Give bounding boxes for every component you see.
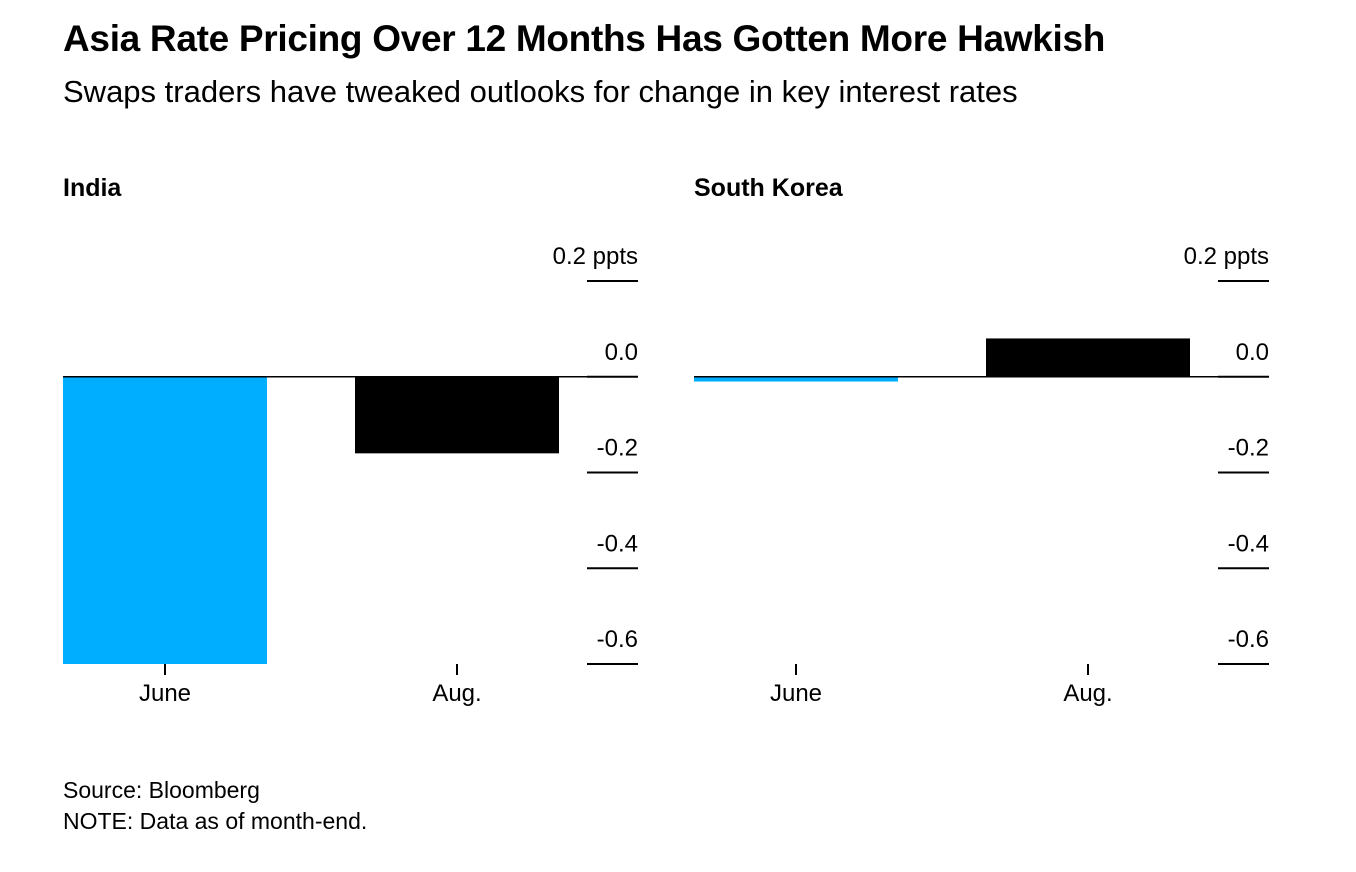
south-korea-ytick-label: -0.2	[1228, 435, 1269, 462]
south-korea-ytick-label: -0.4	[1228, 530, 1269, 557]
india-panel-title: India	[63, 174, 122, 202]
india-xtick-label: June	[139, 680, 191, 707]
south-korea-xtick-label: June	[770, 680, 822, 707]
data-note: NOTE: Data as of month-end.	[63, 808, 368, 834]
south-korea-panel-title: South Korea	[694, 174, 844, 202]
south-korea-ytick-label: 0.2 ppts	[1184, 243, 1269, 270]
south-korea-bar-aug	[986, 338, 1190, 377]
india-bar-aug	[355, 376, 559, 454]
india-ytick-label: -0.6	[597, 626, 638, 653]
india-ytick-label: -0.4	[597, 530, 638, 557]
india-ytick-label: -0.2	[597, 435, 638, 462]
india-ytick-label: 0.0	[605, 339, 638, 366]
south-korea-ytick-label: 0.0	[1236, 339, 1269, 366]
chart-subtitle: Swaps traders have tweaked outlooks for …	[63, 74, 1018, 109]
india-ytick-label: 0.2 ppts	[553, 243, 638, 270]
india-xtick-label: Aug.	[432, 680, 481, 707]
south-korea-xtick-label: Aug.	[1063, 680, 1112, 707]
chart-title: Asia Rate Pricing Over 12 Months Has Got…	[63, 18, 1106, 59]
source-note: Source: Bloomberg	[63, 777, 260, 803]
india-bar-june	[63, 376, 267, 664]
south-korea-bar-june	[694, 376, 898, 382]
south-korea-ytick-label: -0.6	[1228, 626, 1269, 653]
